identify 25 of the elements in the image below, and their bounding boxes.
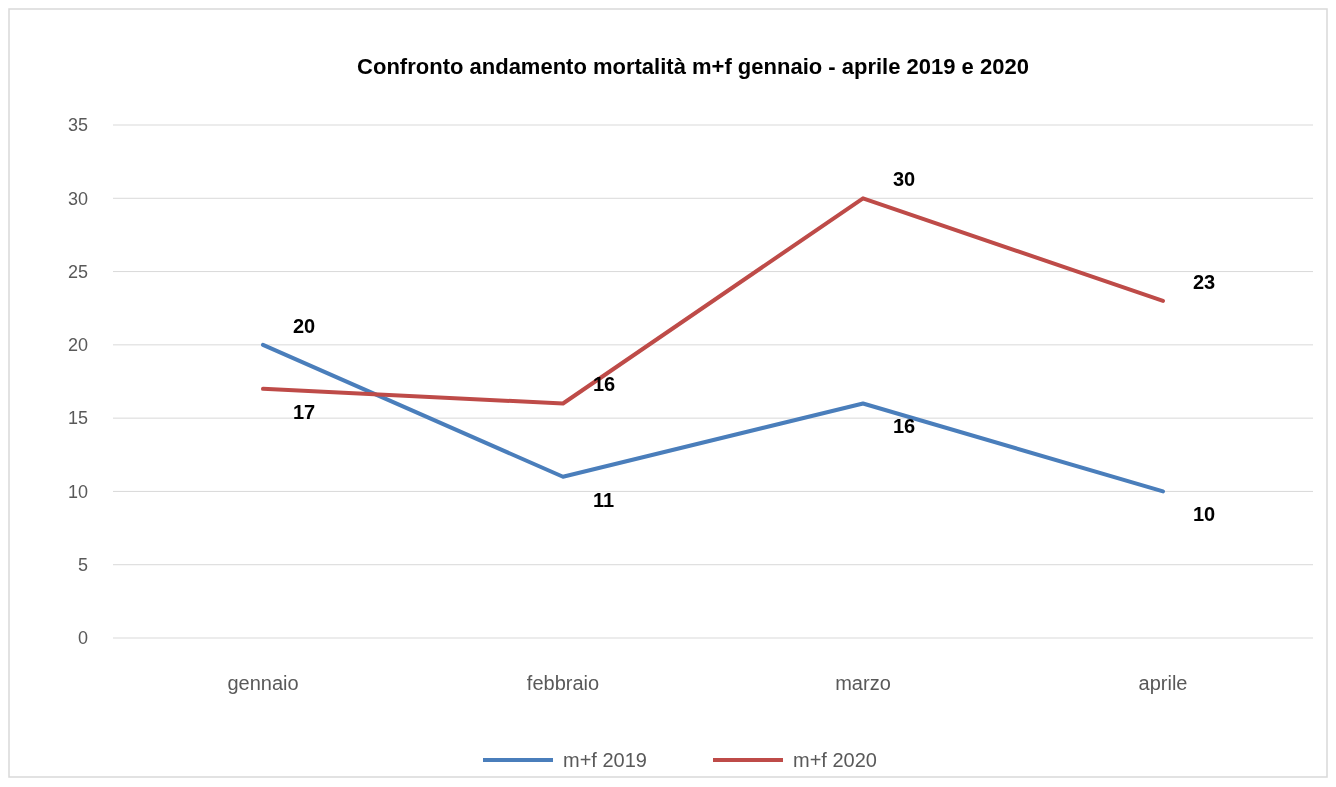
y-tick-label: 20	[67, 335, 88, 356]
y-tick-label: 25	[67, 261, 88, 282]
chart-title: Confronto andamento mortalità m+f gennaio - aprile 2019 e 2020	[357, 54, 1029, 79]
data-label: 30	[893, 168, 916, 191]
y-tick-label: 0	[77, 628, 88, 649]
data-label: 20	[293, 314, 316, 337]
y-tick-label: 5	[77, 555, 88, 576]
data-label: 16	[593, 373, 616, 396]
line-series	[261, 196, 1165, 406]
legend-label: m+f 2019	[563, 749, 647, 771]
line-series	[261, 342, 1165, 494]
x-tick-label: febbraio	[526, 672, 600, 694]
data-label: 17	[293, 400, 316, 423]
data-label: 10	[1193, 503, 1216, 526]
data-label: 11	[593, 488, 615, 511]
data-label: 23	[1193, 270, 1216, 293]
y-tick-label: 30	[67, 188, 88, 209]
y-tick-label: 35	[67, 115, 88, 136]
x-tick-label: aprile	[1138, 672, 1188, 694]
data-label: 16	[893, 415, 916, 438]
x-tick-label: marzo	[835, 672, 891, 694]
x-tick-label: gennaio	[227, 672, 299, 694]
y-tick-label: 10	[67, 481, 88, 502]
legend-label: m+f 2020	[793, 749, 877, 771]
y-tick-label: 15	[67, 408, 88, 429]
